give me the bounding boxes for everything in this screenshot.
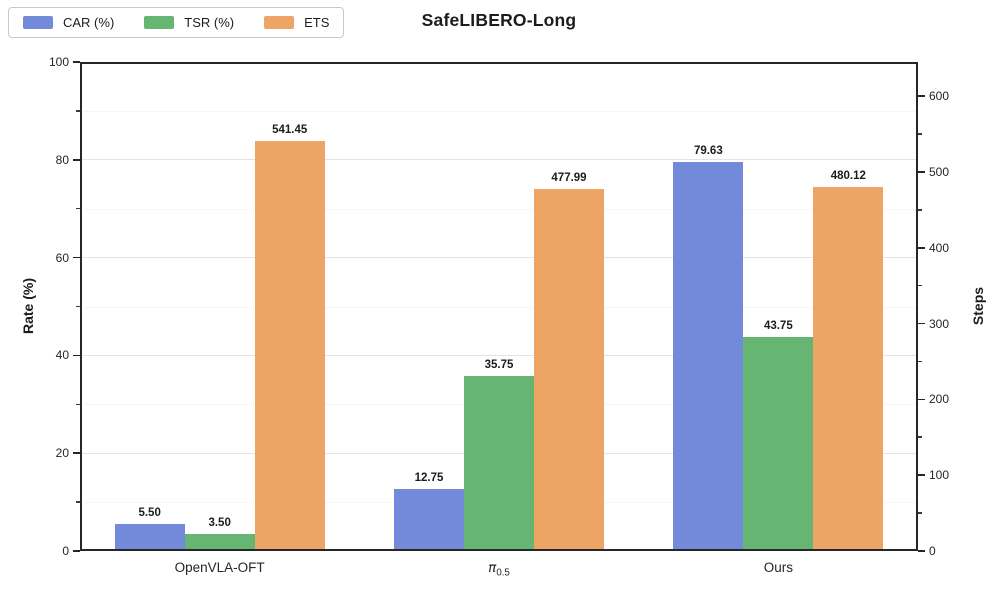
legend-swatch-ets bbox=[264, 16, 295, 29]
left-minor-tick-30 bbox=[76, 403, 80, 406]
left-minor-tick-50 bbox=[76, 305, 80, 308]
right-minor-tick-150 bbox=[918, 436, 922, 439]
legend-entry-tsr: TSR (%) bbox=[144, 15, 234, 30]
bar-value-label-ets-1: 477.99 bbox=[551, 171, 587, 184]
left-tick-label-0: 0 bbox=[62, 544, 69, 558]
left-tick-label-20: 20 bbox=[55, 446, 69, 461]
gridline-minor-70 bbox=[80, 208, 918, 210]
right-major-tick-0 bbox=[918, 550, 925, 552]
bar-value-label-car-0: 5.50 bbox=[138, 507, 161, 520]
gridline-minor-90 bbox=[80, 110, 918, 112]
bar-tsr-2 bbox=[743, 337, 814, 551]
legend-entry-ets: ETS bbox=[264, 15, 329, 30]
right-minor-tick-350 bbox=[918, 284, 922, 287]
right-major-tick-300 bbox=[918, 322, 925, 325]
category-symbol: π bbox=[488, 560, 497, 576]
right-tick-label-200: 200 bbox=[929, 392, 950, 407]
right-tick-label-100: 100 bbox=[929, 468, 950, 483]
left-tick-label-60: 60 bbox=[55, 250, 69, 265]
right-minor-tick-50 bbox=[918, 512, 922, 514]
left-major-tick-60 bbox=[73, 256, 80, 259]
chart-title: SafeLIBERO-Long bbox=[421, 10, 577, 30]
right-minor-tick-450 bbox=[918, 209, 922, 211]
bar-value-label-tsr-0: 3.50 bbox=[208, 516, 231, 529]
right-major-tick-200 bbox=[918, 398, 925, 401]
left-minor-tick-10 bbox=[76, 501, 80, 503]
legend-swatch-tsr bbox=[144, 16, 175, 29]
right-minor-tick-550 bbox=[918, 133, 922, 135]
bar-value-label-car-1: 12.75 bbox=[414, 471, 444, 484]
right-tick-label-600: 600 bbox=[929, 89, 950, 104]
bar-value-label-tsr-2: 43.75 bbox=[763, 320, 793, 333]
x-tick-label-0: OpenVLA-OFT bbox=[174, 560, 265, 575]
bar-tsr-0 bbox=[184, 533, 255, 551]
bar-tsr-1 bbox=[464, 376, 534, 551]
right-major-tick-400 bbox=[918, 246, 925, 249]
left-tick-label-80: 80 bbox=[55, 152, 69, 167]
right-major-tick-500 bbox=[918, 171, 925, 173]
legend-label-tsr: TSR (%) bbox=[184, 15, 235, 30]
bars-layer: 5.50 3.50 541.45 12.75 35.75 477.99 79.63 43.75… bbox=[80, 62, 918, 551]
x-tick-label-2: Ours bbox=[763, 560, 793, 575]
legend: CAR (%) TSR (%) ETS bbox=[8, 7, 345, 38]
bar-ets-2 bbox=[813, 187, 884, 551]
left-tick-label-100: 100 bbox=[48, 55, 69, 69]
left-minor-tick-90 bbox=[76, 110, 80, 112]
left-tick-label-40: 40 bbox=[55, 348, 69, 363]
legend-label-ets: ETS bbox=[304, 15, 330, 30]
gridline-major-40 bbox=[80, 354, 918, 356]
x-tick-label-1: π0.5 bbox=[399, 560, 599, 579]
bar-value-label-car-2: 79.63 bbox=[693, 144, 723, 157]
bar-ets-1 bbox=[534, 188, 604, 551]
bar-value-label-ets-0: 541.45 bbox=[272, 123, 308, 136]
category-subscript: 0.5 bbox=[496, 567, 510, 579]
left-major-tick-100 bbox=[73, 61, 80, 63]
bar-car-0 bbox=[114, 524, 185, 551]
right-minor-tick-250 bbox=[918, 360, 922, 363]
bar-ets-0 bbox=[254, 140, 325, 551]
right-major-tick-600 bbox=[918, 95, 925, 97]
right-tick-label-300: 300 bbox=[929, 316, 950, 331]
gridline-minor-50 bbox=[80, 306, 918, 308]
bar-value-label-ets-2: 480.12 bbox=[830, 170, 866, 183]
left-minor-tick-70 bbox=[76, 207, 80, 210]
left-major-tick-0 bbox=[73, 550, 80, 552]
bar-car-2 bbox=[673, 161, 744, 551]
right-tick-label-400: 400 bbox=[929, 240, 950, 255]
left-major-tick-20 bbox=[73, 452, 80, 454]
left-major-tick-40 bbox=[73, 354, 80, 357]
right-tick-label-500: 500 bbox=[929, 164, 950, 179]
legend-swatch-car bbox=[23, 16, 53, 29]
bar-value-label-tsr-1: 35.75 bbox=[484, 359, 514, 372]
gridline-major-60 bbox=[80, 257, 918, 259]
legend-entry-car: CAR (%) bbox=[23, 15, 114, 30]
left-axis-label: Rate (%) bbox=[20, 277, 36, 335]
bar-car-1 bbox=[394, 488, 464, 551]
legend-label-car: CAR (%) bbox=[63, 15, 115, 30]
left-major-tick-80 bbox=[73, 159, 80, 161]
right-tick-label-0: 0 bbox=[929, 544, 936, 558]
right-major-tick-100 bbox=[918, 474, 925, 476]
gridline-major-80 bbox=[80, 159, 918, 161]
